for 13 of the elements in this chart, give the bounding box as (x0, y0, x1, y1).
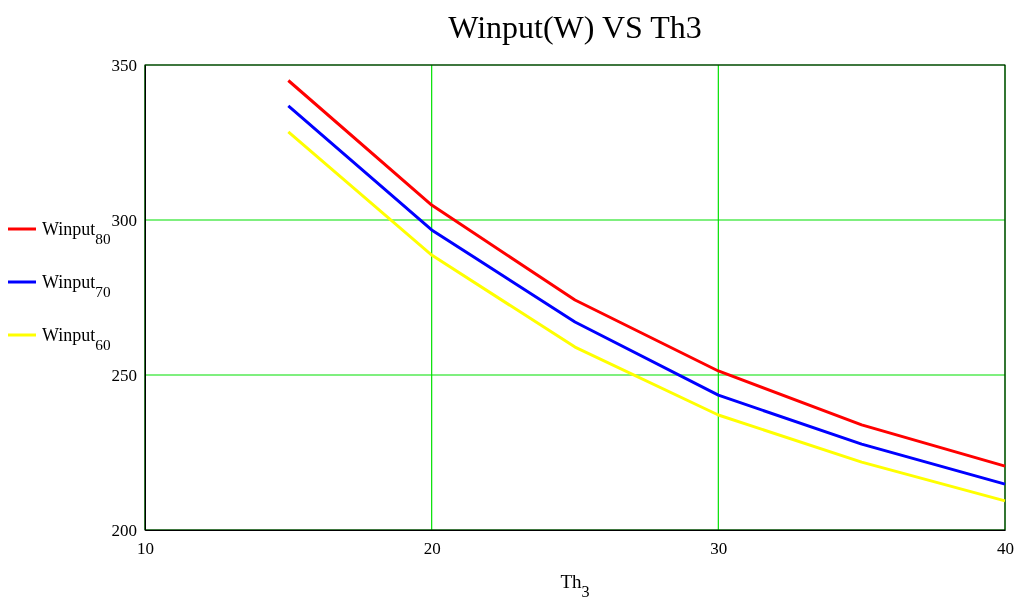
legend-label: Winput$_{70}$ (42, 272, 111, 300)
x-tick-label: 40 (997, 539, 1014, 559)
y-tick-label: 300 (111, 210, 137, 230)
y-tick-label: 250 (111, 365, 137, 385)
x-tick-label: 30 (710, 539, 728, 559)
chart-title: Winput(W) VS Th3 (448, 9, 702, 45)
legend-label: Winput$_{80}$ (42, 219, 111, 247)
legend-label: Winput$_{60}$ (42, 325, 111, 353)
y-tick-label: 350 (111, 55, 137, 75)
x-tick-label: 10 (137, 539, 154, 559)
x-tick-label: 20 (423, 539, 441, 559)
y-tick-label: 200 (111, 520, 137, 540)
x-axis-title: Th$_{3}$ (560, 571, 590, 600)
